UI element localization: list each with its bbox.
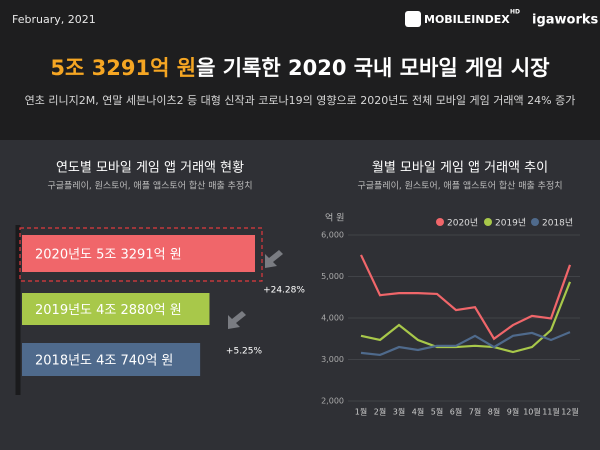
x-tick-label: 9월 bbox=[507, 407, 519, 417]
legend-marker bbox=[531, 218, 539, 226]
value-label: 5조 3291억 원 bbox=[96, 247, 182, 262]
x-tick-label: 8월 bbox=[488, 407, 500, 417]
x-tick-label: 5월 bbox=[431, 407, 443, 417]
legend-marker bbox=[484, 218, 492, 226]
x-tick-label: 4월 bbox=[412, 407, 424, 417]
value-label: 4조 740억 원 bbox=[96, 353, 173, 368]
date: February, 2021 bbox=[12, 13, 96, 26]
chart-title: 연도별 모바일 게임 앱 거래액 현황 bbox=[56, 161, 244, 176]
y-tick-label: 6,000 bbox=[321, 231, 344, 240]
title-rest: 을 기록한 2020 국내 모바일 게임 시장 bbox=[196, 56, 549, 80]
legend-label: 2019년 bbox=[495, 218, 526, 229]
bar bbox=[22, 293, 210, 325]
x-tick-label: 1월 bbox=[355, 407, 367, 417]
x-tick-label: 12월 bbox=[561, 407, 579, 417]
logo-icon bbox=[405, 11, 421, 27]
x-tick-label: 2월 bbox=[374, 407, 386, 417]
brand: igaworks bbox=[532, 13, 599, 28]
bar bbox=[22, 235, 255, 272]
x-tick-label: 6월 bbox=[450, 407, 462, 417]
growth-label: +5.25% bbox=[226, 347, 263, 357]
chart-title: 월별 모바일 게임 앱 거래액 추이 bbox=[372, 161, 548, 176]
legend-marker bbox=[436, 218, 444, 226]
bar-label: 2020년도 5조 3291억 원 bbox=[35, 247, 182, 262]
x-tick-label: 3월 bbox=[393, 407, 405, 417]
bar-label: 2018년도 4조 740억 원 bbox=[35, 353, 173, 368]
category-label: 2019년도 bbox=[35, 303, 92, 318]
legend-label: 2018년 bbox=[542, 218, 573, 229]
chart-subtitle: 구글플레이, 원스토어, 애플 앱스토어 합산 매출 추정치 bbox=[357, 180, 562, 192]
bar bbox=[22, 343, 201, 376]
category-label: 2020년도 bbox=[35, 247, 92, 262]
logo: MOBILEINDEX bbox=[424, 13, 510, 26]
logo-badge: HD bbox=[510, 9, 520, 16]
line bbox=[360, 254, 572, 341]
y-tick-label: 3,000 bbox=[321, 355, 344, 364]
growth-arrow bbox=[265, 250, 283, 268]
line bbox=[360, 331, 571, 357]
y-tick-label: 4,000 bbox=[321, 314, 344, 323]
highlight-box bbox=[19, 227, 263, 282]
bar-label: 2019년도 4조 2880억 원 bbox=[35, 303, 182, 318]
growth-arrow bbox=[228, 311, 246, 329]
title-highlight: 5조 3291억 원 bbox=[50, 56, 196, 80]
legend-label: 2020년 bbox=[447, 218, 478, 229]
x-tick-label: 10월 bbox=[523, 407, 541, 417]
category-label: 2018년도 bbox=[35, 353, 92, 368]
x-tick-label: 11월 bbox=[542, 407, 560, 417]
line bbox=[360, 281, 572, 354]
x-tick-label: 7월 bbox=[469, 407, 481, 417]
y-tick-label: 2,000 bbox=[321, 397, 344, 406]
y-axis-label: 억 원 bbox=[325, 212, 344, 224]
value-label: 4조 2880억 원 bbox=[96, 303, 182, 318]
header-bg bbox=[0, 0, 600, 140]
page-subtitle: 연초 리니지2M, 연말 세븐나이츠2 등 대형 신작과 코로나19의 영향으로… bbox=[25, 93, 576, 107]
chart-subtitle: 구글플레이, 원스토어, 애플 앱스토어 합산 매출 추정치 bbox=[47, 180, 252, 192]
growth-label: +24.28% bbox=[263, 286, 305, 296]
page-title: 5조 3291억 원을 기록한 2020 국내 모바일 게임 시장 bbox=[50, 56, 549, 80]
y-tick-label: 5,000 bbox=[321, 272, 344, 281]
